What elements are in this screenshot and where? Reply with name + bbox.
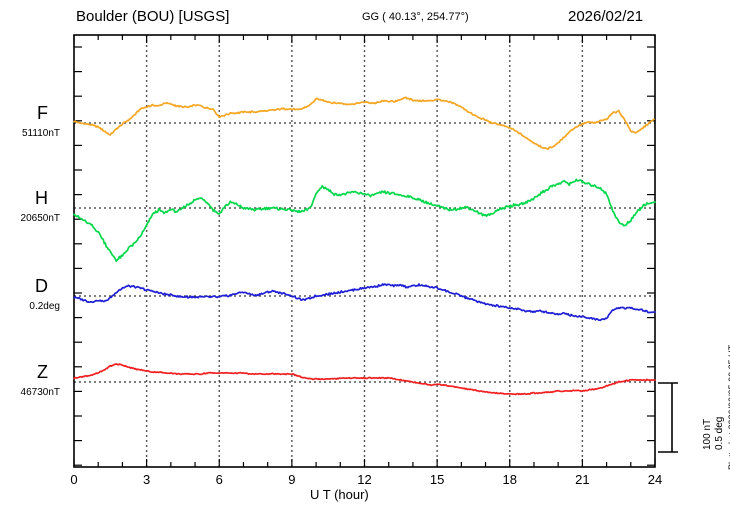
component-label-h: H — [35, 188, 48, 208]
scale-bar-nt-label: 100 nT — [702, 418, 713, 450]
component-value-z: 46730nT — [20, 387, 60, 398]
x-tick-label: 18 — [502, 472, 517, 487]
x-tick-label: 21 — [575, 472, 590, 487]
page-title: Boulder (BOU) [USGS] — [76, 8, 230, 25]
component-label-z: Z — [37, 362, 48, 382]
observation-date: 2026/02/21 — [568, 8, 644, 25]
component-label-d: D — [35, 276, 48, 296]
x-axis-title: U T (hour) — [310, 487, 369, 502]
x-tick-label: 15 — [429, 472, 445, 487]
geographic-coordinates: GG ( 40.13°, 254.77°) — [362, 11, 469, 23]
x-tick-label: 12 — [357, 472, 372, 487]
component-value-d: 0.2deg — [29, 301, 60, 312]
scale-bar-deg-label: 0.5 deg — [714, 416, 725, 450]
component-value-f: 51110nT — [22, 128, 60, 139]
x-tick-label: 24 — [647, 472, 663, 487]
component-label-f: F — [37, 103, 48, 123]
x-tick-label: 6 — [215, 472, 223, 487]
x-tick-label: 0 — [70, 472, 78, 487]
component-value-h: 20650nT — [20, 213, 60, 224]
x-tick-label: 3 — [143, 472, 151, 487]
x-tick-label: 9 — [288, 472, 296, 487]
